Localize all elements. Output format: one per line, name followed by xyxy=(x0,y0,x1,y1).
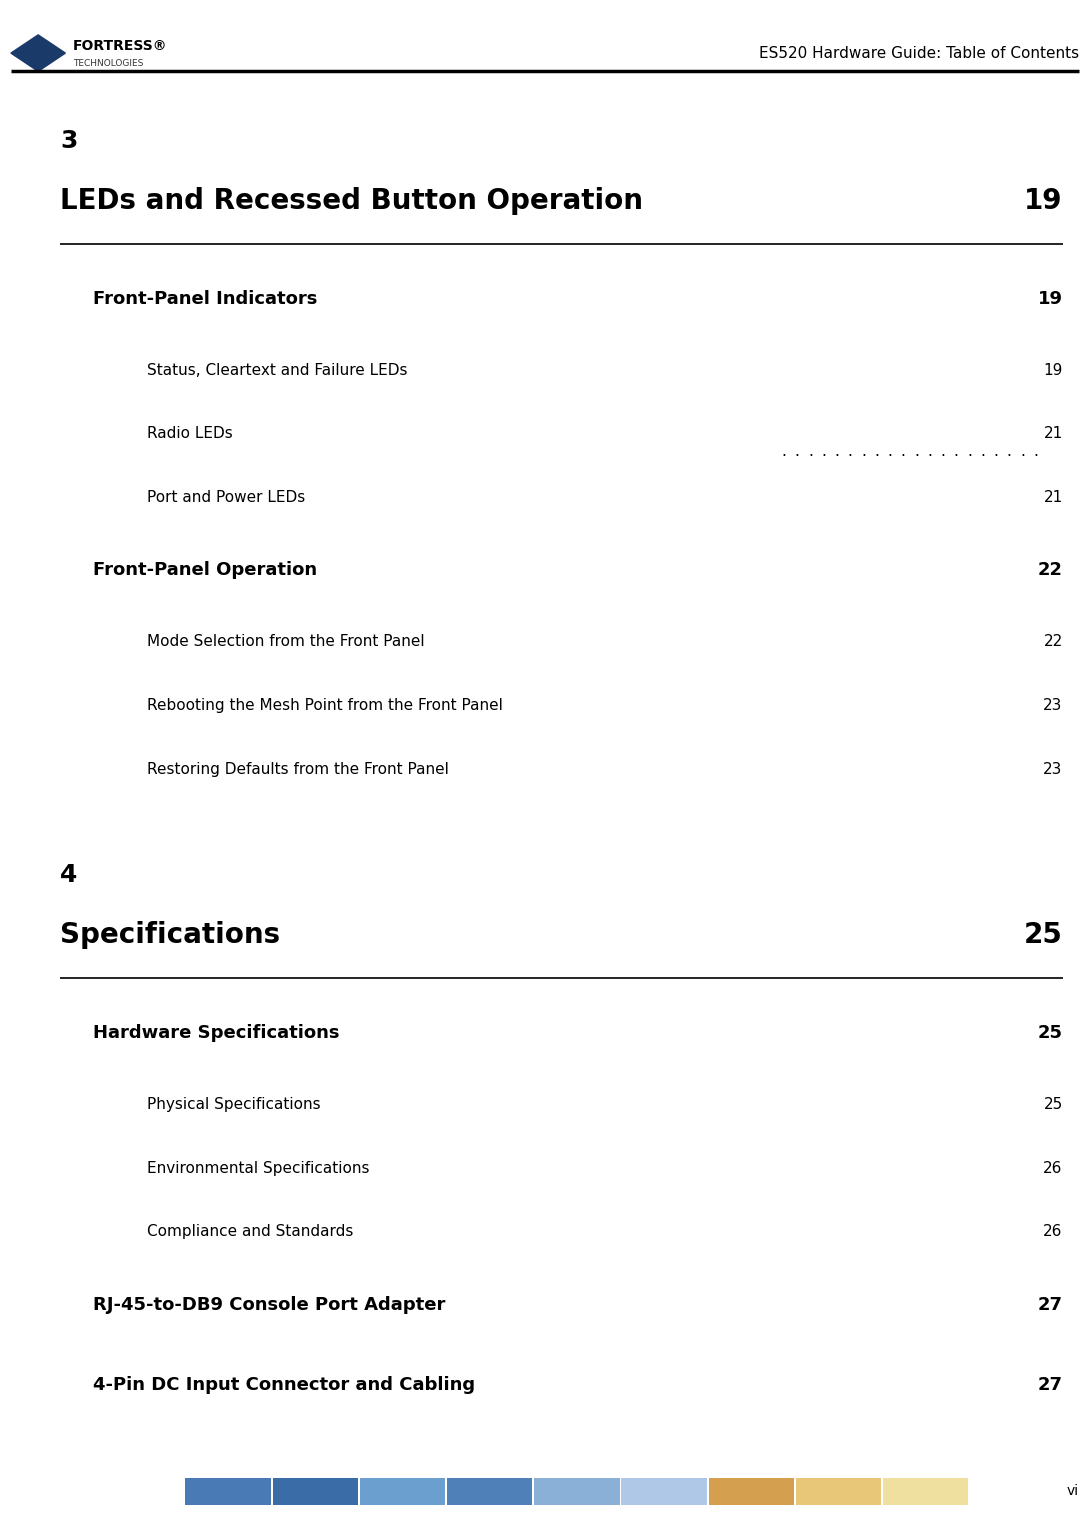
Text: 27: 27 xyxy=(1038,1376,1063,1394)
Text: .: . xyxy=(967,444,972,460)
Text: .: . xyxy=(954,444,958,460)
Text: 4: 4 xyxy=(60,863,77,887)
Text: .: . xyxy=(928,444,932,460)
Text: Port and Power LEDs: Port and Power LEDs xyxy=(147,490,305,505)
Text: .: . xyxy=(913,444,919,460)
Text: Environmental Specifications: Environmental Specifications xyxy=(147,1161,370,1176)
Text: Mode Selection from the Front Panel: Mode Selection from the Front Panel xyxy=(147,634,425,649)
Text: TECHNOLOGIES: TECHNOLOGIES xyxy=(73,59,144,68)
FancyBboxPatch shape xyxy=(447,1478,532,1505)
Text: 3: 3 xyxy=(60,129,77,153)
FancyBboxPatch shape xyxy=(534,1478,619,1505)
Text: Specifications: Specifications xyxy=(60,921,280,948)
FancyBboxPatch shape xyxy=(272,1478,358,1505)
Text: .: . xyxy=(900,444,906,460)
Text: 27: 27 xyxy=(1038,1296,1063,1314)
Text: LEDs and Recessed Button Operation: LEDs and Recessed Button Operation xyxy=(60,187,643,214)
Text: 21: 21 xyxy=(1043,490,1063,505)
Text: .: . xyxy=(795,444,800,460)
Text: 25: 25 xyxy=(1024,921,1063,948)
Text: RJ-45-to-DB9 Console Port Adapter: RJ-45-to-DB9 Console Port Adapter xyxy=(93,1296,445,1314)
Text: .: . xyxy=(821,444,826,460)
FancyBboxPatch shape xyxy=(883,1478,968,1505)
Text: 23: 23 xyxy=(1043,698,1063,713)
Text: 22: 22 xyxy=(1043,634,1063,649)
Text: FORTRESS®: FORTRESS® xyxy=(73,38,168,53)
FancyBboxPatch shape xyxy=(621,1478,706,1505)
Text: 25: 25 xyxy=(1043,1097,1063,1112)
Text: .: . xyxy=(887,444,893,460)
Text: .: . xyxy=(848,444,852,460)
Text: 26: 26 xyxy=(1043,1224,1063,1239)
Text: Rebooting the Mesh Point from the Front Panel: Rebooting the Mesh Point from the Front … xyxy=(147,698,502,713)
Text: .: . xyxy=(808,444,813,460)
Text: .: . xyxy=(835,444,839,460)
Text: 19: 19 xyxy=(1038,290,1063,308)
Text: 19: 19 xyxy=(1043,363,1063,378)
Text: 19: 19 xyxy=(1025,187,1063,214)
Text: Restoring Defaults from the Front Panel: Restoring Defaults from the Front Panel xyxy=(147,762,449,777)
Text: Radio LEDs: Radio LEDs xyxy=(147,426,233,441)
Text: 4-Pin DC Input Connector and Cabling: 4-Pin DC Input Connector and Cabling xyxy=(93,1376,475,1394)
Text: .: . xyxy=(1020,444,1025,460)
Text: 23: 23 xyxy=(1043,762,1063,777)
FancyBboxPatch shape xyxy=(185,1478,270,1505)
Polygon shape xyxy=(11,35,65,71)
Text: Physical Specifications: Physical Specifications xyxy=(147,1097,320,1112)
Text: vi: vi xyxy=(1067,1484,1079,1499)
Text: Front-Panel Operation: Front-Panel Operation xyxy=(93,561,317,579)
Text: .: . xyxy=(1033,444,1038,460)
FancyBboxPatch shape xyxy=(360,1478,445,1505)
Text: 26: 26 xyxy=(1043,1161,1063,1176)
Text: Status, Cleartext and Failure LEDs: Status, Cleartext and Failure LEDs xyxy=(147,363,408,378)
Text: 21: 21 xyxy=(1043,426,1063,441)
FancyBboxPatch shape xyxy=(708,1478,794,1505)
Text: Compliance and Standards: Compliance and Standards xyxy=(147,1224,353,1239)
Text: .: . xyxy=(993,444,998,460)
Text: 22: 22 xyxy=(1038,561,1063,579)
Text: .: . xyxy=(980,444,985,460)
Text: 25: 25 xyxy=(1038,1024,1063,1042)
Text: .: . xyxy=(1007,444,1012,460)
Text: Front-Panel Indicators: Front-Panel Indicators xyxy=(93,290,317,308)
Text: .: . xyxy=(874,444,880,460)
FancyBboxPatch shape xyxy=(796,1478,881,1505)
Text: Hardware Specifications: Hardware Specifications xyxy=(93,1024,339,1042)
Text: .: . xyxy=(941,444,945,460)
Text: .: . xyxy=(782,444,786,460)
Text: .: . xyxy=(861,444,865,460)
Text: ES520 Hardware Guide: Table of Contents: ES520 Hardware Guide: Table of Contents xyxy=(759,46,1079,61)
